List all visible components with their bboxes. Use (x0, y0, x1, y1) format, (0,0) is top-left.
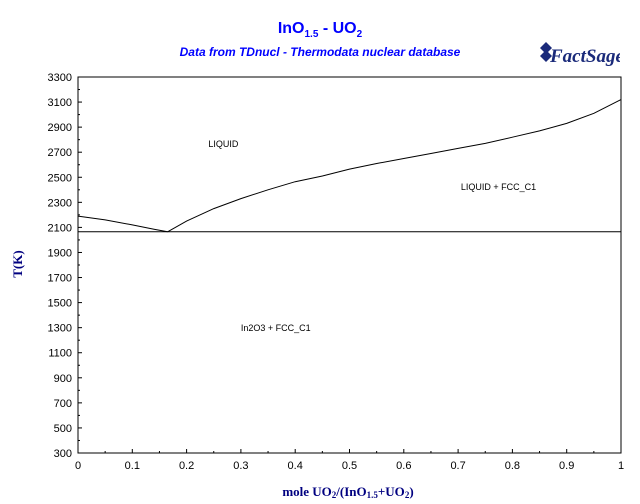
y-tick-label: 1300 (48, 323, 72, 335)
phase-region-label: LIQUID (208, 139, 239, 149)
x-tick-label: 0.9 (559, 460, 574, 472)
y-tick-label: 3300 (48, 72, 72, 84)
y-tick-label: 900 (54, 373, 72, 385)
y-tick-label: 1100 (48, 348, 72, 360)
y-tick-label: 1500 (48, 298, 72, 310)
phase-boundary-line (167, 99, 622, 233)
x-axis-title-subscript: 2 (405, 490, 410, 500)
factsage-logo: FactSage (540, 42, 620, 67)
chart-title: InO1.5 - UO2 (0, 20, 640, 40)
y-tick-label: 1900 (48, 247, 72, 259)
y-tick-label: 500 (54, 423, 72, 435)
title-subscript-2: 2 (356, 29, 363, 41)
x-tick-label: 1 (618, 460, 624, 472)
y-tick-label: 2100 (48, 222, 72, 234)
y-tick-label: 2700 (48, 147, 72, 159)
x-tick-label: 0 (75, 460, 81, 472)
plot-frame (77, 76, 622, 454)
phase-boundaries (77, 99, 622, 233)
x-axis-title-subscript: 1.5 (367, 490, 379, 500)
y-tick-label: 2900 (48, 122, 72, 134)
x-tick-label: 0.7 (450, 460, 465, 472)
factsage-logo-icon (540, 42, 552, 62)
phase-region-label: In2O3 + FCC_C1 (241, 323, 311, 333)
x-axis: 0 0.1 0.2 0.3 0.4 0.5 0.6 0.7 0.8 0.9 1 (75, 449, 624, 472)
y-axis-title: T(K) (10, 250, 25, 277)
x-axis-title-part: +UO (378, 484, 405, 499)
y-tick-label: 1700 (48, 273, 72, 285)
y-tick-label: 3100 (48, 97, 72, 109)
y-tick-label: 2300 (48, 197, 72, 209)
phase-region-label: LIQUID + FCC_C1 (461, 182, 536, 192)
phase-boundary-line (77, 215, 168, 233)
chart-subtitle: Data from TDnucl - Thermodata nuclear da… (179, 45, 461, 59)
x-axis-title-subscript: 2 (332, 490, 337, 500)
x-axis-title-part: /(InO (335, 484, 366, 499)
x-axis-title: mole UO2/(InO1.5+UO2) (282, 484, 413, 500)
x-tick-label: 0.5 (342, 460, 357, 472)
x-tick-label: 0.1 (125, 460, 140, 472)
x-tick-label: 0.3 (233, 460, 248, 472)
title-subscript-1: 1.5 (304, 29, 319, 41)
title-formula-2: - UO (318, 20, 357, 37)
x-tick-label: 0.6 (396, 460, 411, 472)
y-tick-label: 300 (54, 448, 72, 460)
y-axis: 300 500 700 900 1100 1300 1500 1700 1900 2100 2300… (48, 72, 82, 460)
phase-region-labels: LIQUID LIQUID + FCC_C1 In2O3 + FCC_C1 (208, 139, 536, 333)
x-axis-title-part: ) (409, 484, 413, 499)
x-tick-label: 0.4 (288, 460, 303, 472)
factsage-logo-text: FactSage (549, 46, 620, 67)
x-tick-label: 0.2 (179, 460, 194, 472)
y-tick-label: 2500 (48, 172, 72, 184)
x-tick-label: 0.8 (505, 460, 520, 472)
title-formula-1: InO (277, 20, 305, 37)
y-tick-label: 700 (54, 398, 72, 410)
x-axis-title-part: mole UO (282, 484, 331, 499)
